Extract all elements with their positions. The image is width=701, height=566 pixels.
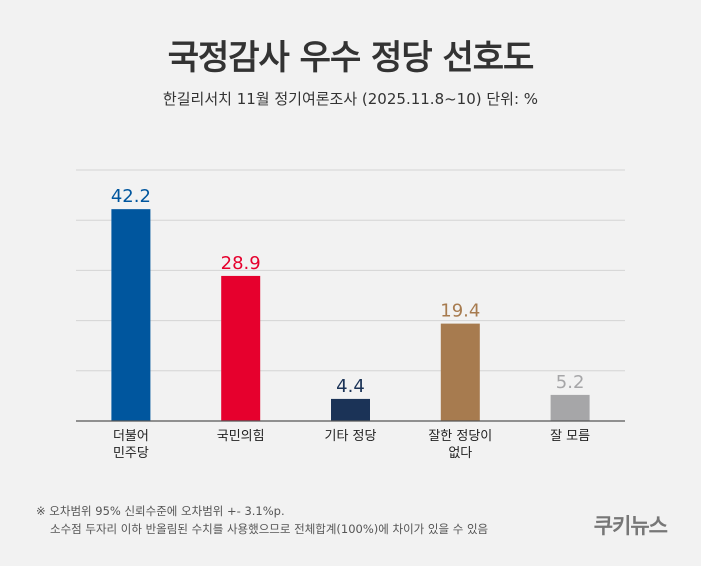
category-label: 잘한 정당이	[428, 429, 492, 444]
bar	[331, 398, 370, 421]
data-label: 19.4	[440, 301, 480, 322]
chart-title: 국정감사 우수 정당 선호도	[167, 38, 535, 78]
category-label: 잘 모름	[550, 429, 590, 444]
category-label: 더불어	[113, 429, 149, 444]
category-label: 민주당	[113, 446, 149, 461]
data-label: 5.2	[556, 372, 585, 393]
bar	[221, 275, 261, 421]
data-label: 4.4	[336, 376, 365, 397]
footnotes: ※ 오차범위 95% 신뢰수준에 오차범위 +- 3.1%p. 소수점 두자리 …	[36, 502, 488, 538]
bar	[550, 394, 590, 421]
brand-logo: 쿠키뉴스	[593, 514, 668, 538]
category-label: 기타 정당	[325, 429, 377, 444]
bar	[111, 209, 151, 421]
footnote-rounding: 소수점 두자리 이하 반올림된 수치를 사용했으므로 전체합계(100%)에 차…	[50, 522, 489, 536]
data-label: 28.9	[221, 253, 261, 274]
chart-subtitle: 한길리서치 11월 정기여론조사 (2025.11.8~10) 단위: %	[162, 90, 539, 108]
bar	[440, 323, 480, 421]
category-label: 없다	[448, 446, 472, 461]
footnote-margin-of-error: ※ 오차범위 95% 신뢰수준에 오차범위 +- 3.1%p.	[36, 504, 285, 518]
data-label: 42.2	[111, 186, 151, 207]
category-label: 국민의힘	[217, 429, 265, 444]
